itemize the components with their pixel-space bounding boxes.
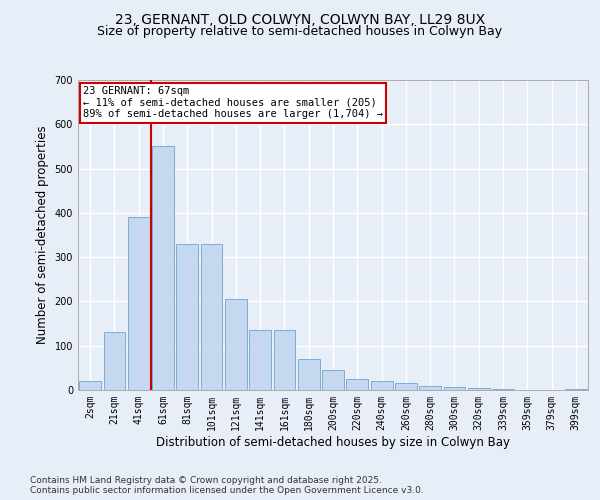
Text: 23, GERNANT, OLD COLWYN, COLWYN BAY, LL29 8UX: 23, GERNANT, OLD COLWYN, COLWYN BAY, LL2… — [115, 12, 485, 26]
Y-axis label: Number of semi-detached properties: Number of semi-detached properties — [36, 126, 49, 344]
Bar — [104, 332, 125, 390]
Bar — [443, 387, 466, 390]
Bar — [298, 359, 320, 390]
Bar — [128, 218, 149, 390]
Text: Size of property relative to semi-detached houses in Colwyn Bay: Size of property relative to semi-detach… — [97, 25, 503, 38]
X-axis label: Distribution of semi-detached houses by size in Colwyn Bay: Distribution of semi-detached houses by … — [156, 436, 510, 448]
Text: Contains HM Land Registry data © Crown copyright and database right 2025.
Contai: Contains HM Land Registry data © Crown c… — [30, 476, 424, 495]
Bar — [395, 384, 417, 390]
Bar — [274, 330, 295, 390]
Bar — [322, 370, 344, 390]
Bar — [249, 330, 271, 390]
Bar — [468, 388, 490, 390]
Text: 23 GERNANT: 67sqm
← 11% of semi-detached houses are smaller (205)
89% of semi-de: 23 GERNANT: 67sqm ← 11% of semi-detached… — [83, 86, 383, 120]
Bar — [225, 299, 247, 390]
Bar — [176, 244, 198, 390]
Bar — [565, 389, 587, 390]
Bar — [346, 379, 368, 390]
Bar — [371, 381, 392, 390]
Bar — [79, 381, 101, 390]
Bar — [492, 389, 514, 390]
Bar — [200, 244, 223, 390]
Bar — [419, 386, 441, 390]
Bar — [152, 146, 174, 390]
